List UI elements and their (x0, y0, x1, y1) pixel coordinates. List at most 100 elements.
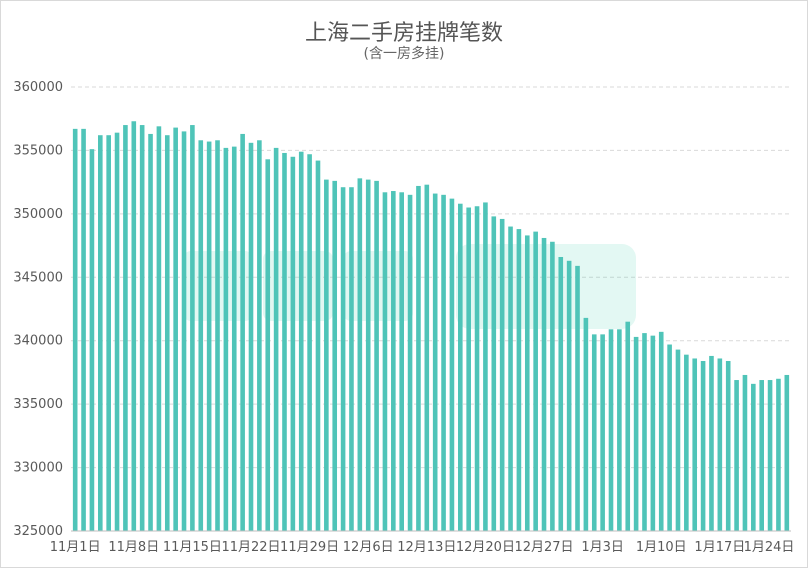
x-tick-label: 11月1日 (50, 540, 101, 555)
y-axis-ticks: 325000 330000 335000 340000 345000 350000 3550… (13, 80, 63, 539)
bar (98, 135, 103, 531)
bar (658, 331, 664, 531)
bar (357, 178, 363, 531)
bar (784, 374, 790, 531)
bar (709, 355, 714, 531)
x-axis-ticks: 11月1日 11月8日 11月15日 11月22日 11月29日 12月6日 12月13日 1… (50, 540, 795, 555)
bar (374, 180, 379, 532)
x-tick-label: 12月13日 (397, 540, 456, 555)
bar (173, 127, 178, 531)
x-tick-label: 1月3日 (581, 540, 624, 555)
bar (365, 179, 371, 531)
bar (424, 184, 430, 531)
bar (441, 194, 446, 532)
bar (600, 334, 605, 531)
x-tick-label: 12月27日 (514, 540, 573, 555)
bar (190, 125, 195, 532)
bar (617, 329, 622, 531)
bar (72, 128, 78, 531)
bar (675, 349, 681, 531)
x-tick-label: 11月8日 (108, 540, 159, 555)
bar (466, 207, 471, 531)
x-tick-label: 1月17日 (694, 540, 745, 555)
bar (89, 149, 95, 531)
bar (290, 156, 296, 531)
bar (491, 216, 497, 531)
bar (734, 380, 739, 531)
bar (650, 335, 656, 531)
bar (776, 378, 781, 531)
x-tick-label: 11月29日 (280, 540, 339, 555)
bar (725, 361, 731, 531)
x-tick-label: 1月10日 (636, 540, 687, 555)
bar (164, 135, 170, 531)
bar (499, 218, 505, 531)
bar (591, 334, 597, 531)
bar (684, 354, 689, 531)
bar (642, 333, 647, 531)
bar (81, 128, 86, 531)
bar (123, 125, 128, 532)
y-tick-label: 360000 (13, 80, 63, 95)
bar (206, 141, 212, 531)
bar (223, 147, 229, 532)
bar (273, 147, 279, 532)
bar (139, 125, 145, 532)
bar (751, 383, 756, 531)
bar (667, 344, 672, 531)
bar (332, 180, 338, 532)
bar (533, 231, 538, 532)
bar (407, 194, 413, 532)
x-tick-label: 11月15日 (163, 540, 222, 555)
bar (692, 358, 698, 531)
x-tick-label: 1月24日 (744, 540, 795, 555)
bar (231, 146, 237, 531)
y-tick-label: 330000 (13, 461, 63, 476)
bar (474, 206, 480, 531)
gridlines (71, 86, 791, 469)
chart-subtitle: (含一房多挂) (363, 46, 445, 62)
bar (717, 358, 723, 531)
bar (416, 185, 421, 531)
bar (131, 121, 137, 531)
bar (114, 132, 120, 531)
bar (767, 380, 773, 531)
bar (198, 140, 204, 531)
y-tick-label: 340000 (13, 334, 63, 349)
bar (558, 256, 564, 531)
bar (340, 187, 346, 531)
y-tick-label: 325000 (13, 524, 63, 539)
y-tick-label: 350000 (13, 207, 63, 222)
bar (181, 131, 187, 531)
bar (575, 265, 580, 531)
bar (625, 321, 631, 531)
bar (148, 133, 153, 532)
bar (248, 142, 254, 531)
chart-title: 上海二手房挂牌笔数 (304, 21, 503, 46)
y-tick-label: 355000 (13, 143, 63, 158)
bar (257, 140, 262, 531)
bar (265, 159, 271, 531)
bar (550, 241, 555, 531)
bar (282, 152, 287, 532)
bar (566, 260, 572, 531)
bar (324, 179, 329, 531)
bar (349, 187, 354, 531)
bar (156, 126, 162, 531)
x-tick-label: 11月22日 (221, 540, 280, 555)
y-tick-label: 335000 (13, 397, 63, 412)
bar (449, 198, 455, 532)
bar (106, 135, 111, 531)
bar (541, 237, 547, 531)
bar (458, 203, 463, 532)
bar (633, 336, 639, 531)
bar (315, 160, 321, 531)
bar (240, 133, 245, 532)
bar (516, 229, 522, 531)
bars (72, 121, 790, 532)
bar (700, 361, 706, 531)
bar (391, 191, 396, 531)
bar (307, 154, 312, 531)
